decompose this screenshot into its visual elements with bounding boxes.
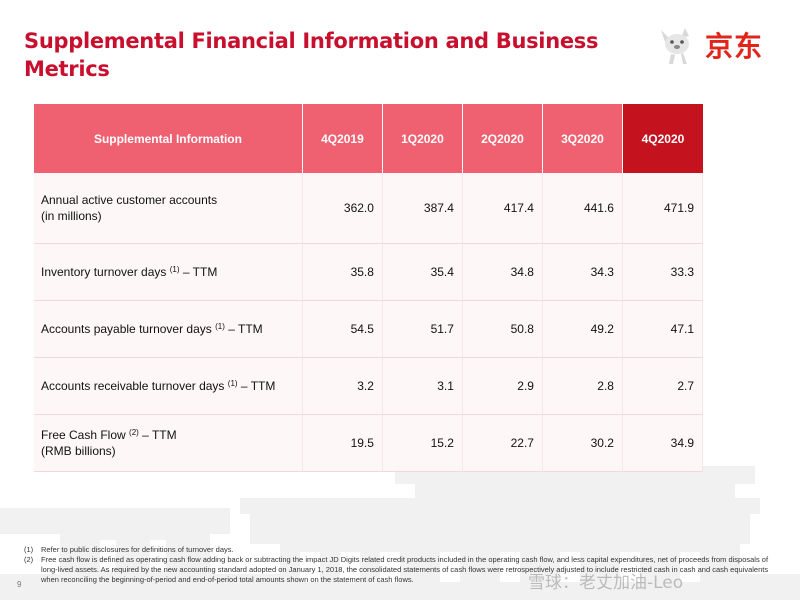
title-line-1: Supplemental Financial Information and B…	[24, 29, 599, 53]
table-cell: 417.4	[462, 173, 543, 244]
table-cell: 3.2	[302, 358, 383, 415]
jd-dog-mascot-icon	[661, 28, 689, 64]
table-cell: 30.2	[542, 415, 623, 472]
table-row: Free Cash Flow (2) – TTM (RMB billions) …	[34, 415, 703, 472]
table-cell: 3.1	[382, 358, 463, 415]
table-row: Inventory turnover days (1) – TTM 35.8 3…	[34, 244, 703, 301]
table-cell: 15.2	[382, 415, 463, 472]
table-cell: 2.8	[542, 358, 623, 415]
table-cell: 34.3	[542, 244, 623, 301]
header-3q2020: 3Q2020	[542, 104, 623, 173]
header-2q2020: 2Q2020	[462, 104, 543, 173]
table-cell: 441.6	[542, 173, 623, 244]
header-supplemental-information: Supplemental Information	[34, 104, 303, 173]
jd-logo: 京东	[655, 22, 785, 66]
background-building-graphic	[0, 466, 800, 600]
table-cell: 471.9	[622, 173, 703, 244]
table-row: Accounts payable turnover days (1) – TTM…	[34, 301, 703, 358]
page-title: Supplemental Financial Information and B…	[24, 27, 624, 83]
footnote-2: (2) Free cash flow is defined as operati…	[24, 555, 769, 584]
supplemental-metrics-table: Supplemental Information 4Q2019 1Q2020 2…	[34, 104, 703, 472]
row-label-free-cash-flow: Free Cash Flow (2) – TTM (RMB billions)	[34, 415, 303, 472]
footnote-1: (1) Refer to public disclosures for defi…	[24, 545, 234, 554]
table-cell: 34.8	[462, 244, 543, 301]
table-cell: 35.4	[382, 244, 463, 301]
table-cell: 47.1	[622, 301, 703, 358]
table-cell: 2.9	[462, 358, 543, 415]
table-cell: 34.9	[622, 415, 703, 472]
table-cell: 35.8	[302, 244, 383, 301]
footnotes: (1) Refer to public disclosures for defi…	[24, 545, 784, 585]
jd-logo-text: 京东	[705, 30, 764, 63]
table-cell: 387.4	[382, 173, 463, 244]
header-4q2020: 4Q2020	[622, 104, 703, 173]
table-cell: 362.0	[302, 173, 383, 244]
row-label-inventory-turnover: Inventory turnover days (1) – TTM	[34, 244, 303, 301]
header-1q2020: 1Q2020	[382, 104, 463, 173]
table-cell: 49.2	[542, 301, 623, 358]
title-line-2: Metrics	[24, 57, 110, 81]
row-label-accounts-payable-turnover: Accounts payable turnover days (1) – TTM	[34, 301, 303, 358]
table-row: Annual active customer accounts (in mill…	[34, 173, 703, 244]
page-number: 9	[17, 580, 22, 589]
table-cell: 2.7	[622, 358, 703, 415]
table-row: Accounts receivable turnover days (1) – …	[34, 358, 703, 415]
table-cell: 51.7	[382, 301, 463, 358]
table-header-row: Supplemental Information 4Q2019 1Q2020 2…	[34, 104, 703, 173]
table-cell: 54.5	[302, 301, 383, 358]
table-cell: 19.5	[302, 415, 383, 472]
header-4q2019: 4Q2019	[302, 104, 383, 173]
row-label-annual-active-customers: Annual active customer accounts (in mill…	[34, 173, 303, 244]
table-cell: 33.3	[622, 244, 703, 301]
row-label-accounts-receivable-turnover: Accounts receivable turnover days (1) – …	[34, 358, 303, 415]
watermark: 雪球：老丈加油-Leo	[528, 573, 684, 593]
table-cell: 22.7	[462, 415, 543, 472]
table-cell: 50.8	[462, 301, 543, 358]
